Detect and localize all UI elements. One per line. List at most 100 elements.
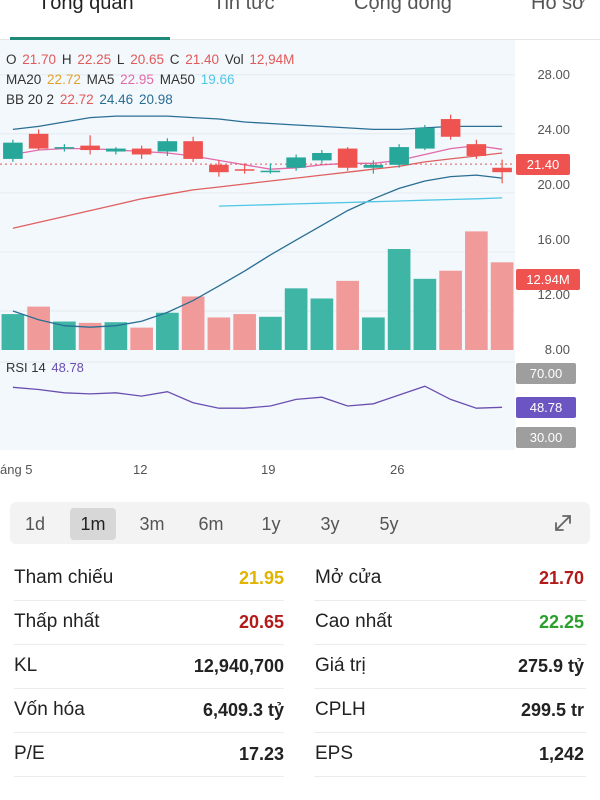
period-5y[interactable]: 5y bbox=[379, 514, 399, 534]
volume-bar bbox=[207, 317, 231, 350]
period-selector: 1d 1m 3m 6m 1y 3y 5y bbox=[10, 502, 590, 544]
stats-row: Tham chiếu 21.95 Mở cửa 21.70 bbox=[0, 557, 600, 601]
period-1m[interactable]: 1m bbox=[70, 508, 116, 540]
candle-body bbox=[106, 148, 126, 152]
candle-body bbox=[234, 169, 255, 171]
candle-body bbox=[28, 133, 49, 149]
row-divider bbox=[14, 600, 284, 601]
active-tab-indicator bbox=[10, 37, 170, 40]
candle-body bbox=[337, 148, 358, 168]
volume-bar bbox=[1, 314, 25, 350]
stat-value: 299.5 tr bbox=[520, 700, 584, 720]
ma20-line bbox=[12, 152, 503, 229]
volume-bar bbox=[27, 306, 50, 350]
stat-value: 6,409.3 tỷ bbox=[202, 700, 284, 720]
volume-bar bbox=[490, 262, 514, 350]
stats-row: KL 12,940,700 Giá trị 275.9 tỷ bbox=[0, 645, 600, 689]
bb-legend: BB 20 2 22.72 24.46 20.98 bbox=[6, 92, 173, 107]
volume-bar bbox=[362, 317, 385, 350]
candle-body bbox=[492, 167, 512, 173]
stat-label: Giá trị bbox=[315, 655, 366, 676]
candle-body bbox=[312, 153, 332, 161]
rsi-legend: RSI 14 48.78 bbox=[6, 360, 84, 375]
ma-legend: MA20 22.72 MA5 22.95 MA50 19.66 bbox=[6, 72, 235, 87]
row-divider bbox=[14, 644, 284, 645]
volume-bar bbox=[310, 298, 334, 350]
candle-body bbox=[54, 147, 75, 149]
volume-bar bbox=[465, 231, 488, 350]
row-divider bbox=[314, 688, 586, 689]
volume-bar bbox=[53, 321, 76, 350]
candle-body bbox=[440, 119, 461, 137]
stat-value: 22.25 bbox=[538, 612, 584, 632]
stat-value: 21.95 bbox=[238, 568, 284, 588]
stat-label: KL bbox=[14, 655, 38, 676]
price-tick: 20.00 bbox=[537, 177, 570, 192]
tab-news[interactable]: Tin tức bbox=[213, 0, 275, 14]
last-price-tag: 21.40 bbox=[516, 154, 570, 175]
period-1d[interactable]: 1d bbox=[24, 514, 46, 534]
row-divider bbox=[314, 732, 586, 733]
volume-bar bbox=[336, 280, 359, 350]
tab-profile[interactable]: Hồ sơ bbox=[531, 0, 586, 14]
stat-value: 21.70 bbox=[538, 568, 584, 588]
rsi-value-tag: 48.78 bbox=[516, 397, 576, 418]
candle-body bbox=[466, 144, 487, 156]
tab-community[interactable]: Cộng đồng bbox=[354, 0, 452, 14]
price-tick: 28.00 bbox=[537, 67, 570, 82]
x-axis-label: 12 bbox=[133, 462, 148, 477]
stat-value: 17.23 bbox=[238, 744, 284, 764]
x-axis-label: 19 bbox=[261, 462, 276, 477]
candle-body bbox=[260, 170, 281, 173]
volume-bar bbox=[413, 278, 437, 350]
period-1y[interactable]: 1y bbox=[261, 514, 281, 534]
rsi-oversold-tag: 30.00 bbox=[516, 427, 576, 448]
stat-label: EPS bbox=[315, 743, 354, 764]
stats-row: Thấp nhất 20.65 Cao nhất 22.25 bbox=[0, 601, 600, 645]
rsi-overbought-tag: 70.00 bbox=[516, 363, 576, 384]
candle-body bbox=[389, 147, 409, 165]
period-3m[interactable]: 3m bbox=[139, 514, 165, 534]
stats-row: Vốn hóa 6,409.3 tỷ CPLH 299.5 tr bbox=[0, 689, 600, 733]
row-divider bbox=[14, 688, 284, 689]
top-tab-bar: Tổng quan Tin tức Cộng đồng Hồ sơ bbox=[0, 0, 600, 40]
tab-overview[interactable]: Tổng quan bbox=[38, 0, 134, 14]
stat-value: 12,940,700 bbox=[193, 656, 284, 676]
stat-label: Thấp nhất bbox=[14, 611, 100, 632]
candle-body bbox=[80, 145, 100, 151]
volume-bar bbox=[439, 270, 462, 350]
stat-label: Vốn hóa bbox=[14, 699, 85, 720]
price-chart[interactable]: O 21.70 H 22.25 L 20.65 C 21.40 Vol 12,9… bbox=[0, 40, 600, 490]
row-divider bbox=[14, 732, 284, 733]
volume-bar bbox=[130, 327, 153, 350]
candle-body bbox=[209, 164, 229, 173]
x-axis-label: áng 5 bbox=[0, 462, 33, 477]
candle-body bbox=[3, 142, 23, 159]
stat-label: Cao nhất bbox=[315, 611, 393, 632]
row-divider bbox=[314, 644, 586, 645]
last-volume-tag: 12.94M bbox=[516, 269, 580, 290]
volume-bar bbox=[233, 314, 256, 350]
price-tick: 12.00 bbox=[537, 287, 570, 302]
stat-label: Tham chiếu bbox=[14, 567, 114, 588]
row-divider bbox=[314, 776, 586, 777]
stat-value: 275.9 tỷ bbox=[517, 656, 584, 676]
candle-body bbox=[363, 164, 384, 168]
candle-body bbox=[157, 141, 178, 152]
stat-label: Mở cửa bbox=[315, 567, 382, 588]
period-3y[interactable]: 3y bbox=[320, 514, 340, 534]
price-tick: 8.00 bbox=[544, 342, 570, 357]
row-divider bbox=[314, 600, 586, 601]
candle-body bbox=[131, 148, 152, 155]
stat-value: 1,242 bbox=[538, 744, 584, 764]
candle-body bbox=[415, 127, 435, 149]
expand-icon[interactable] bbox=[552, 512, 574, 534]
candle-body bbox=[286, 157, 306, 168]
chart-canvas[interactable] bbox=[0, 40, 600, 490]
stats-row: P/E 17.23 EPS 1,242 bbox=[0, 733, 600, 777]
stat-label: P/E bbox=[14, 743, 45, 764]
rsi-line bbox=[12, 385, 503, 409]
volume-bar bbox=[156, 312, 179, 350]
period-6m[interactable]: 6m bbox=[198, 514, 224, 534]
volume-bar bbox=[259, 316, 282, 350]
